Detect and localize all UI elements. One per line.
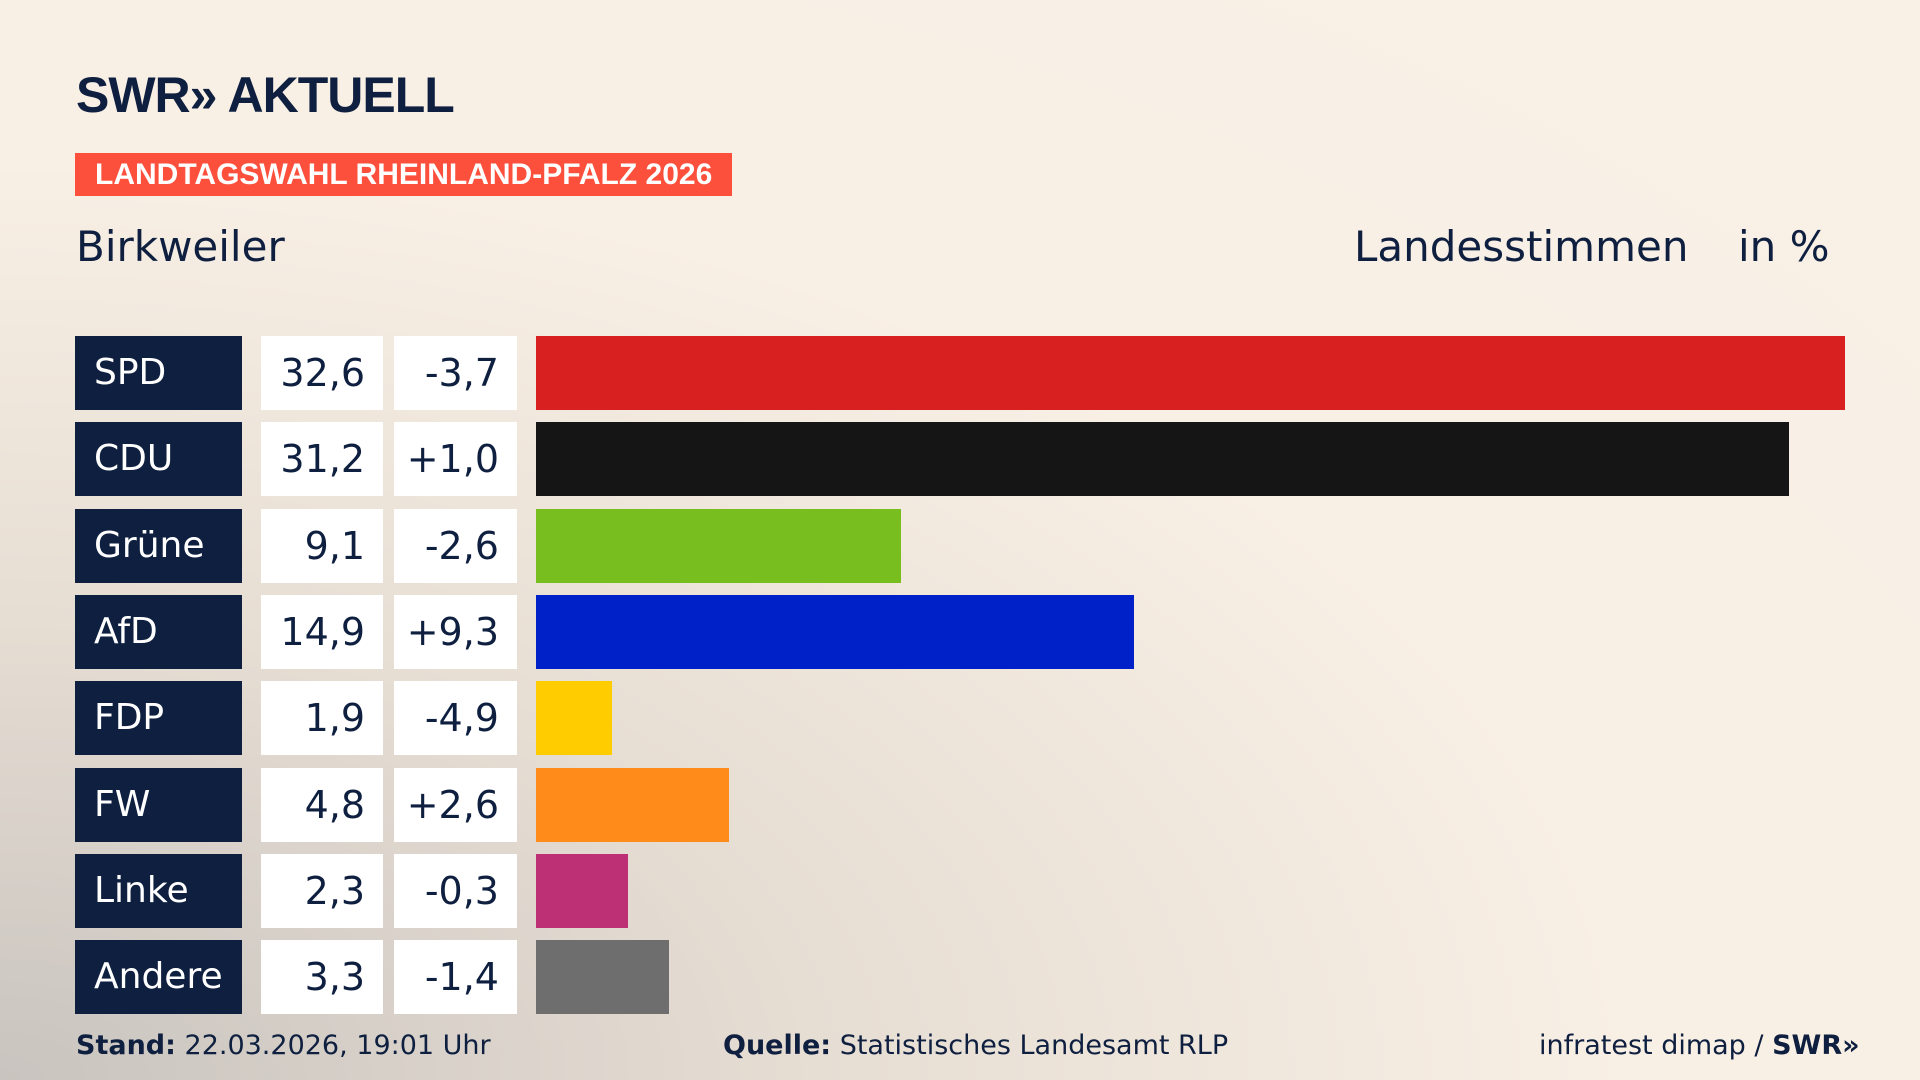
value-label: 32,6	[261, 336, 383, 410]
bar-andere	[536, 940, 669, 1015]
party-label: Grüne	[75, 508, 242, 583]
vote-type-label: Landesstimmen	[1354, 222, 1689, 271]
credit-text: infratest dimap /	[1539, 1030, 1773, 1061]
place-title: Birkweiler	[76, 222, 285, 271]
diff-label: +9,3	[394, 594, 517, 669]
bar-fw	[536, 767, 729, 842]
timestamp: Stand: 22.03.2026, 19:01 Uhr	[76, 1030, 491, 1061]
source: Quelle: Statistisches Landesamt RLP	[723, 1030, 1228, 1061]
value-label: 4,8	[261, 767, 383, 842]
bar-afd	[536, 594, 1135, 669]
bar-cdu	[536, 422, 1789, 497]
party-label: Linke	[75, 853, 242, 928]
party-label: CDU	[75, 422, 242, 497]
value-label: 31,2	[261, 422, 383, 497]
bar-spd	[536, 336, 1845, 410]
party-label: SPD	[75, 336, 242, 410]
diff-label: -0,3	[394, 853, 517, 928]
diff-label: -2,6	[394, 508, 517, 583]
unit-label: in %	[1738, 222, 1830, 271]
party-label: FDP	[75, 681, 242, 756]
bar-linke	[536, 853, 629, 928]
diff-label: -1,4	[394, 940, 517, 1015]
value-label: 9,1	[261, 508, 383, 583]
election-banner: LANDTAGSWAHL RHEINLAND-PFALZ 2026	[75, 153, 733, 196]
party-label: Andere	[75, 940, 242, 1015]
diff-label: -3,7	[394, 336, 517, 410]
value-label: 1,9	[261, 681, 383, 756]
value-label: 14,9	[261, 594, 383, 669]
bar-grüne	[536, 508, 902, 583]
diff-label: +2,6	[394, 767, 517, 842]
source-value: Statistisches Landesamt RLP	[839, 1030, 1229, 1061]
party-label: FW	[75, 767, 242, 842]
swr-logo: SWR»	[1772, 1030, 1860, 1061]
value-label: 3,3	[261, 940, 383, 1015]
diff-label: -4,9	[394, 681, 517, 756]
credit: infratest dimap / SWR»	[1539, 1030, 1860, 1061]
stand-label: Stand:	[76, 1030, 176, 1061]
value-label: 2,3	[261, 853, 383, 928]
swr-aktuell-logo: SWR» AKTUELL	[76, 67, 455, 123]
bar-fdp	[536, 681, 613, 756]
party-label: AfD	[75, 594, 242, 669]
source-label: Quelle:	[723, 1030, 832, 1061]
diff-label: +1,0	[394, 422, 517, 497]
stand-value: 22.03.2026, 19:01 Uhr	[184, 1030, 491, 1061]
